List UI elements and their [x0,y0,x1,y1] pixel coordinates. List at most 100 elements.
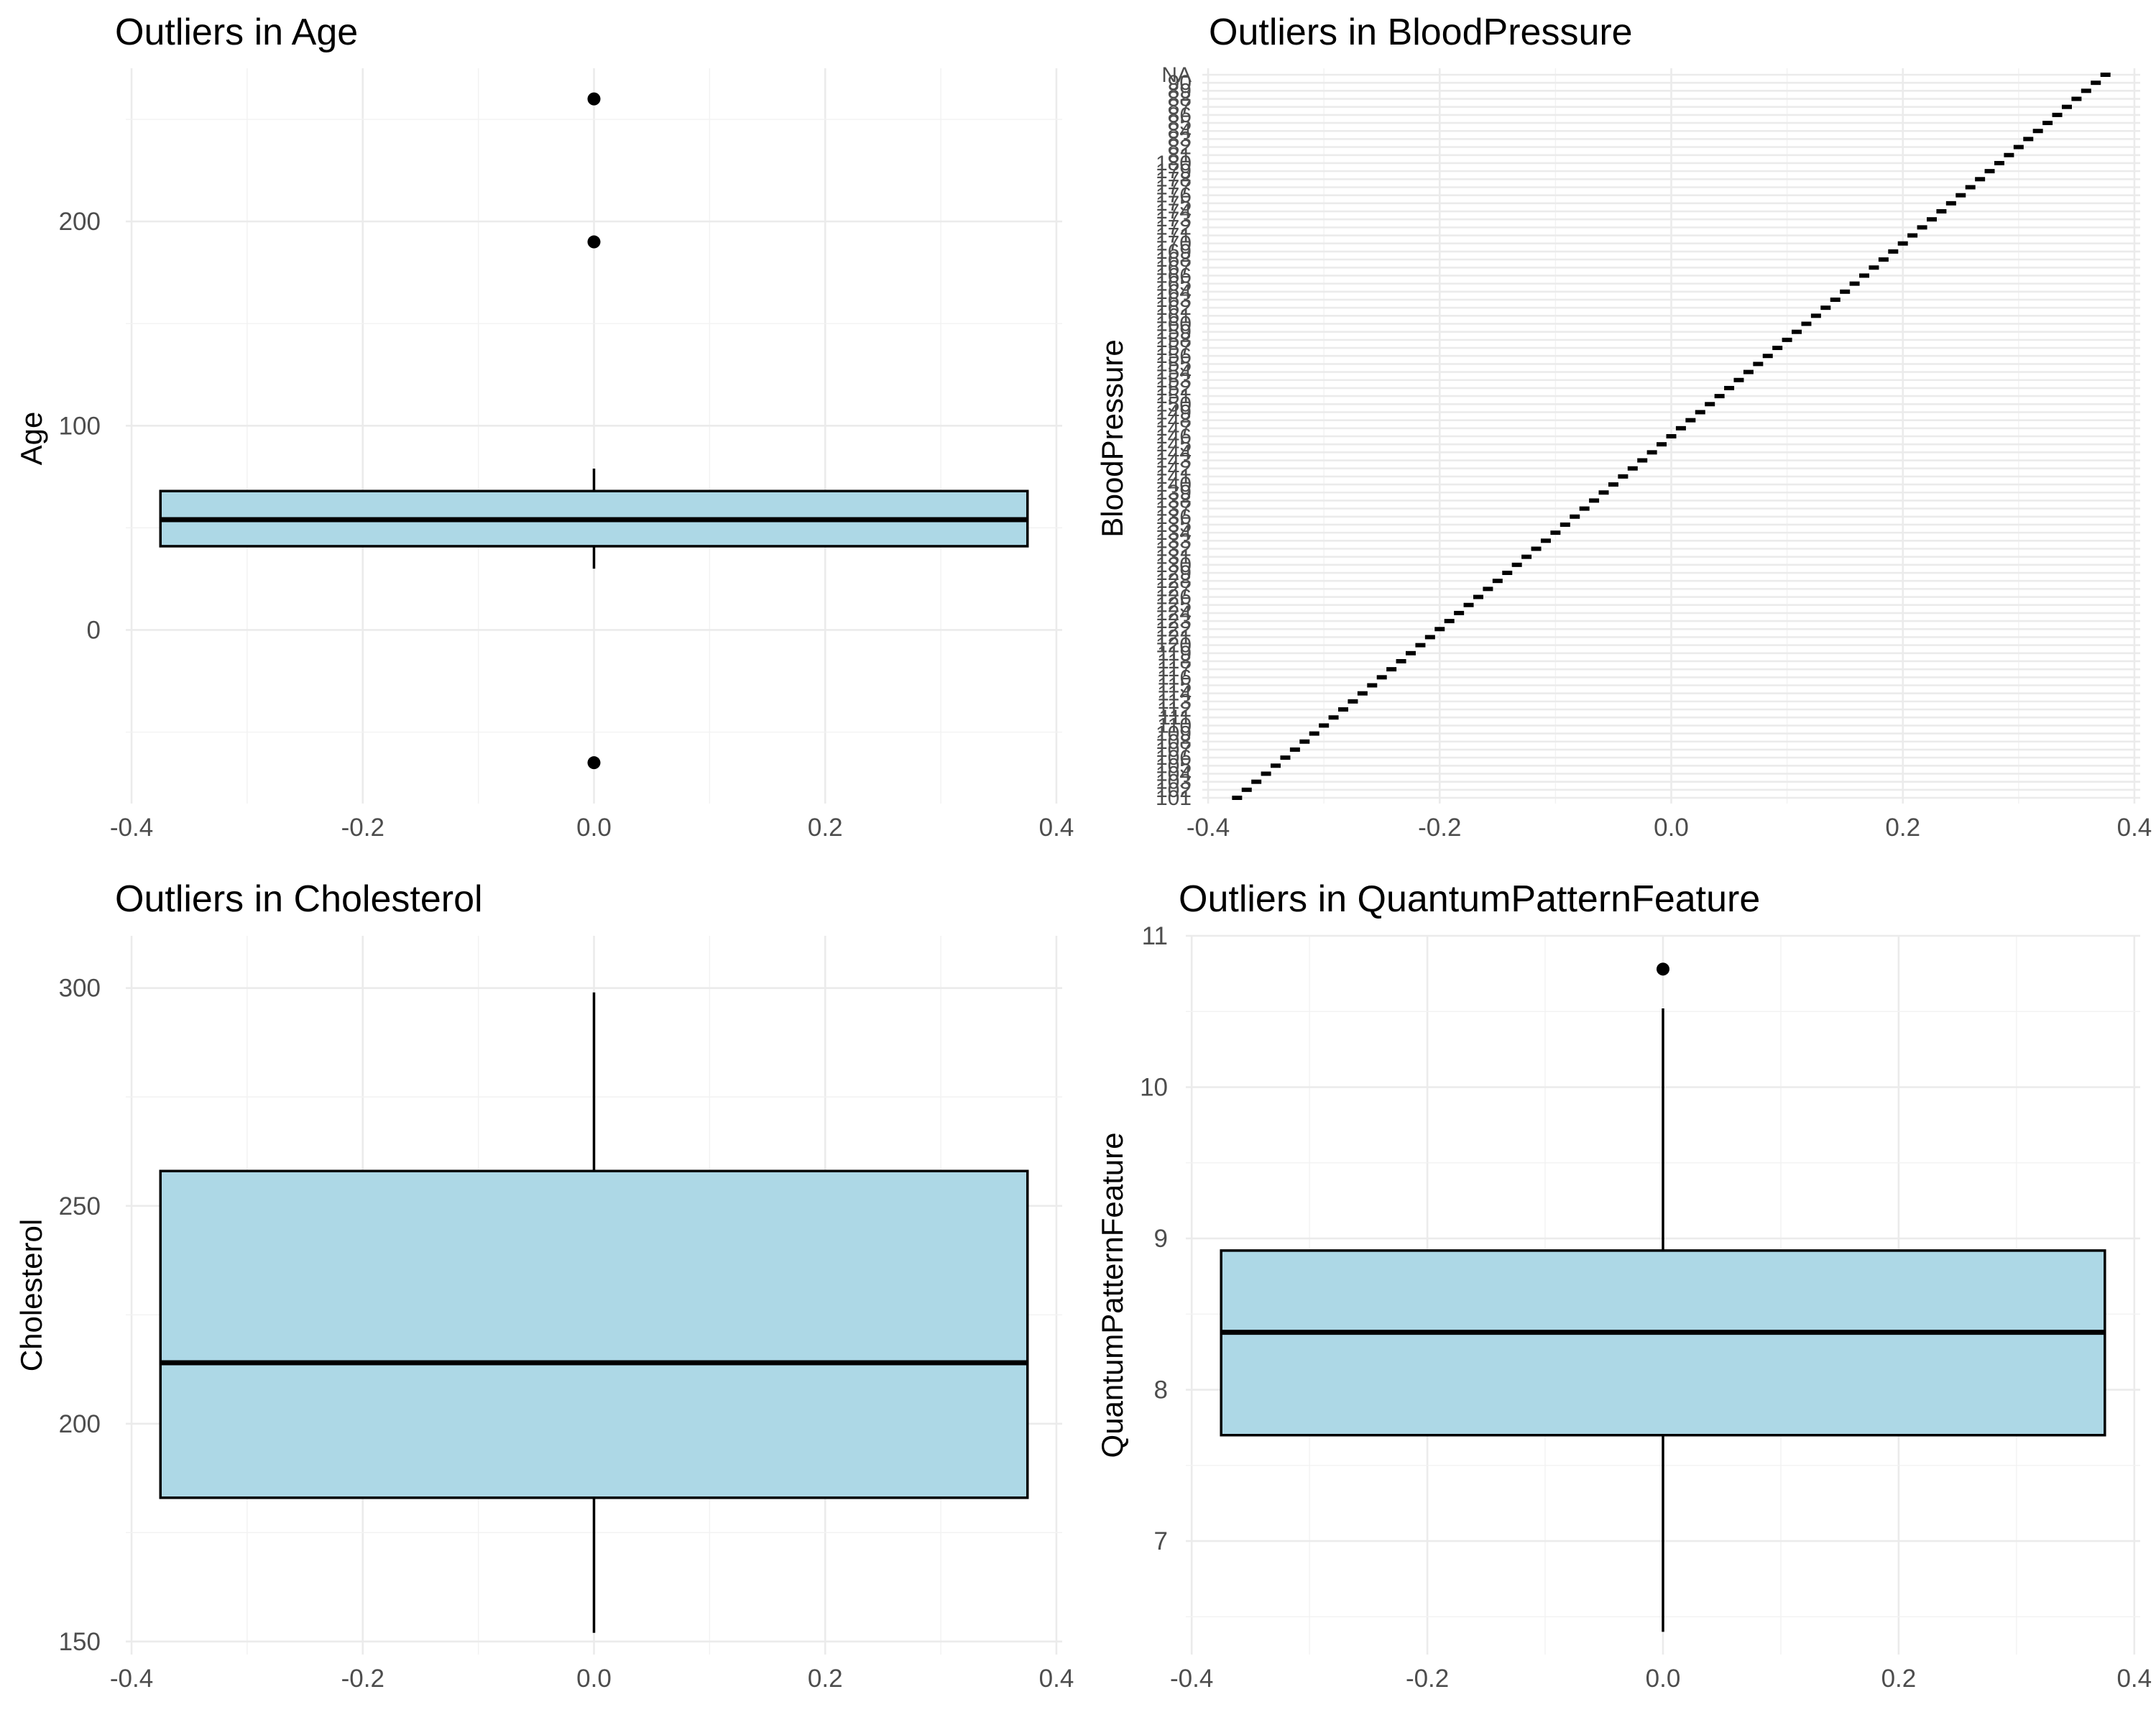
x-tick-label: -0.4 [110,814,153,842]
y-tick-label: 120 [1156,634,1192,658]
y-tick-label: 250 [59,1192,101,1220]
y-tick-label: 169 [1156,240,1192,264]
y-tick-label: 122 [1156,617,1192,641]
y-tick-label: 124 [1156,602,1192,625]
outlier-point [587,756,601,770]
y-tick-label: 115 [1157,674,1192,698]
y-tick-label: 147 [1156,417,1192,441]
y-tick-label: 162 [1156,296,1192,320]
x-tick-label: -0.2 [1406,1665,1449,1693]
y-tick-label: 101 [1156,786,1192,810]
y-tick-label: 116 [1157,666,1192,689]
y-tick-label: 178 [1156,167,1192,191]
y-tick-label: 179 [1156,160,1192,183]
y-tick-label: 105 [1156,754,1192,778]
y-tick-label: 125 [1156,594,1192,617]
y-tick-label: 156 [1156,344,1192,368]
y-tick-label: 135 [1156,513,1192,537]
y-tick-label: 100 [59,412,101,440]
y-tick-label: 85 [1168,111,1192,135]
y-tick-label: 82 [1168,136,1192,160]
y-tick-label: 133 [1156,529,1192,553]
y-tick-label: 119 [1157,642,1192,666]
outlier-point [587,92,601,106]
y-axis-title-cholesterol: Cholesterol [14,1219,48,1371]
y-tick-label: 145 [1156,433,1192,456]
y-tick-label: 107 [1156,738,1192,762]
y-tick-label: 166 [1156,264,1192,288]
y-tick-label: NA [1161,63,1192,87]
y-tick-label: 174 [1156,200,1192,224]
y-tick-label: 155 [1156,352,1192,376]
y-tick-label: 168 [1156,248,1192,272]
y-tick-label: 7 [1154,1527,1168,1555]
y-tick-label: 141 [1156,465,1192,489]
x-tick-label: -0.4 [1187,814,1230,842]
y-tick-label: 167 [1156,256,1192,280]
y-tick-label: 180 [1156,152,1192,175]
y-tick-label: 132 [1156,537,1192,561]
chart-title-quantumpatternfeature: Outliers in QuantumPatternFeature [1179,878,1760,920]
x-tick-label: 0.2 [1885,814,1920,842]
x-tick-label: 0.2 [808,1665,843,1693]
y-tick-label: 129 [1156,561,1192,585]
y-tick-label: 118 [1157,650,1192,673]
y-tick-label: 177 [1156,175,1192,199]
y-tick-label: 9 [1154,1225,1168,1253]
y-tick-label: 84 [1168,119,1192,143]
y-tick-label: 161 [1156,304,1192,328]
x-tick-label: 0.0 [1654,814,1689,842]
y-tick-label: 11 [1142,922,1168,950]
x-tick-label: -0.4 [1170,1665,1213,1693]
x-tick-label: -0.2 [1418,814,1461,842]
y-tick-label: 81 [1168,144,1192,167]
y-tick-label: 88 [1168,88,1192,111]
y-tick-label: 134 [1156,521,1192,545]
y-tick-label: 159 [1156,321,1192,344]
y-tick-label: 89 [1168,79,1192,103]
y-tick-label: 300 [59,975,101,1003]
x-tick-label: 0.4 [2117,814,2152,842]
panel-quantumpatternfeature: Outliers in QuantumPatternFeature Quantum… [1095,878,2152,1693]
y-tick-label: 126 [1156,586,1192,610]
y-tick-label: 87 [1168,96,1192,119]
y-axis-title-bloodpressure: BloodPressure [1095,339,1129,537]
y-tick-label: 152 [1156,377,1192,400]
x-tick-label: 0.0 [1646,1665,1681,1693]
chart-title-bloodpressure: Outliers in BloodPressure [1209,12,1633,53]
y-tick-label: 150 [1156,392,1192,416]
y-tick-label: 200 [59,1410,101,1438]
y-tick-label: 86 [1168,104,1192,127]
y-tick-label: 150 [59,1628,101,1656]
panel-cholesterol: Outliers in Cholesterol Cholesterol -0.4 -0… [14,878,1074,1693]
x-tick-label: -0.2 [341,1665,384,1693]
y-tick-label: 172 [1156,216,1192,239]
y-tick-label: 146 [1156,425,1192,448]
y-tick-label: 131 [1156,546,1192,569]
y-tick-label: 173 [1156,208,1192,231]
y-axis-title-age: Age [14,412,48,466]
y-tick-label: 109 [1156,722,1192,746]
y-tick-label: 142 [1156,457,1192,481]
y-tick-label: 151 [1156,385,1192,408]
y-tick-label: 130 [1156,553,1192,577]
y-tick-label: 140 [1156,473,1192,497]
panel-bloodpressure: Outliers in BloodPressure BloodPressure -0… [1095,12,2152,842]
x-tick-label: -0.4 [110,1665,153,1693]
x-tick-label: 0.0 [576,814,612,842]
x-tick-label: 0.4 [2116,1665,2152,1693]
x-tick-label: 0.4 [1039,814,1074,842]
y-tick-label: 10 [1140,1074,1168,1102]
chart-title-age: Outliers in Age [115,12,358,53]
chart-title-cholesterol: Outliers in Cholesterol [115,878,483,920]
x-tick-label: 0.0 [576,1665,612,1693]
box-body [159,1169,1029,1499]
y-tick-label: 139 [1156,481,1192,505]
y-tick-label: 164 [1156,280,1192,304]
y-tick-label: 153 [1156,369,1192,392]
x-tick-label: -0.2 [341,814,384,842]
y-tick-label: 8 [1154,1376,1168,1404]
x-tick-label: 0.4 [1039,1665,1074,1693]
y-tick-label: 106 [1156,746,1192,770]
